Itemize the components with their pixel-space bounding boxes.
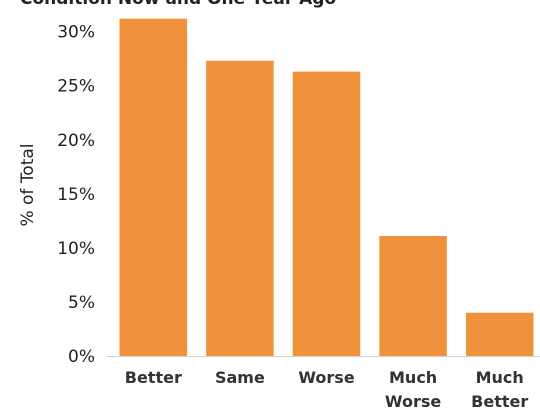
chart-title: Condition Now and One Year Ago: [20, 0, 336, 9]
y-tick-label: 20%: [57, 131, 95, 151]
bar: [119, 18, 188, 357]
bar: [292, 71, 361, 356]
x-tick-label: Much Worse: [385, 368, 441, 411]
y-tick-label: 10%: [57, 239, 95, 259]
x-axis-labels: Better Same Worse Much Worse Much Better: [125, 368, 529, 411]
y-axis-ticks: 0% 5% 10% 15% 20% 25% 30%: [57, 23, 95, 367]
x-tick-label: Much Better: [471, 368, 528, 411]
bar: [379, 235, 447, 356]
y-axis-title: % of Total: [18, 143, 38, 226]
y-tick-label: 15%: [57, 185, 95, 205]
x-tick-label: Better: [125, 368, 182, 387]
bar: [465, 312, 534, 356]
y-tick-label: 30%: [57, 23, 95, 43]
y-tick-label: 5%: [68, 293, 95, 313]
y-tick-label: 0%: [68, 347, 95, 367]
bars: [119, 18, 534, 357]
x-tick-label: Worse: [298, 368, 354, 387]
x-tick-label: Same: [215, 368, 265, 387]
bar: [206, 60, 274, 356]
y-tick-label: 25%: [57, 77, 95, 97]
